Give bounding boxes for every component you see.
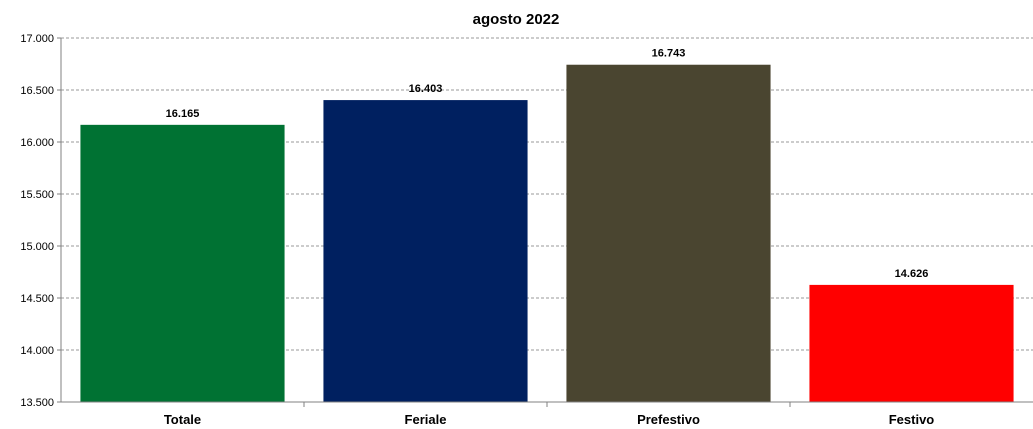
y-tick-label: 17.000 bbox=[20, 33, 54, 45]
y-tick-label: 15.000 bbox=[20, 241, 54, 253]
y-tick-label: 16.500 bbox=[20, 85, 54, 97]
bar-totale bbox=[80, 124, 285, 402]
data-labels: 16.165 16.403 16.743 14.626 bbox=[166, 48, 929, 280]
x-tick-label: Feriale bbox=[405, 412, 447, 427]
data-label: 14.626 bbox=[895, 268, 929, 280]
y-tick-label: 14.000 bbox=[20, 345, 54, 357]
bar-festivo bbox=[809, 284, 1014, 402]
data-label: 16.403 bbox=[409, 83, 443, 95]
bars bbox=[80, 64, 1014, 402]
x-tick-label: Totale bbox=[164, 412, 201, 427]
y-axis-ticks: 13.500 14.000 14.500 15.000 15.500 16.000 16.5… bbox=[20, 33, 61, 409]
bar-feriale bbox=[323, 100, 528, 402]
x-tick-label: Prefestivo bbox=[637, 412, 700, 427]
y-tick-label: 13.500 bbox=[20, 397, 54, 409]
chart-title: agosto 2022 bbox=[473, 11, 560, 28]
y-tick-label: 16.000 bbox=[20, 137, 54, 149]
y-tick-label: 15.500 bbox=[20, 189, 54, 201]
y-tick-label: 14.500 bbox=[20, 293, 54, 305]
x-axis-ticks: Totale Feriale Prefestivo Festivo bbox=[164, 402, 934, 427]
data-label: 16.743 bbox=[652, 48, 686, 60]
x-tick-label: Festivo bbox=[889, 412, 935, 427]
data-label: 16.165 bbox=[166, 108, 200, 120]
bar-prefestivo bbox=[566, 64, 771, 402]
